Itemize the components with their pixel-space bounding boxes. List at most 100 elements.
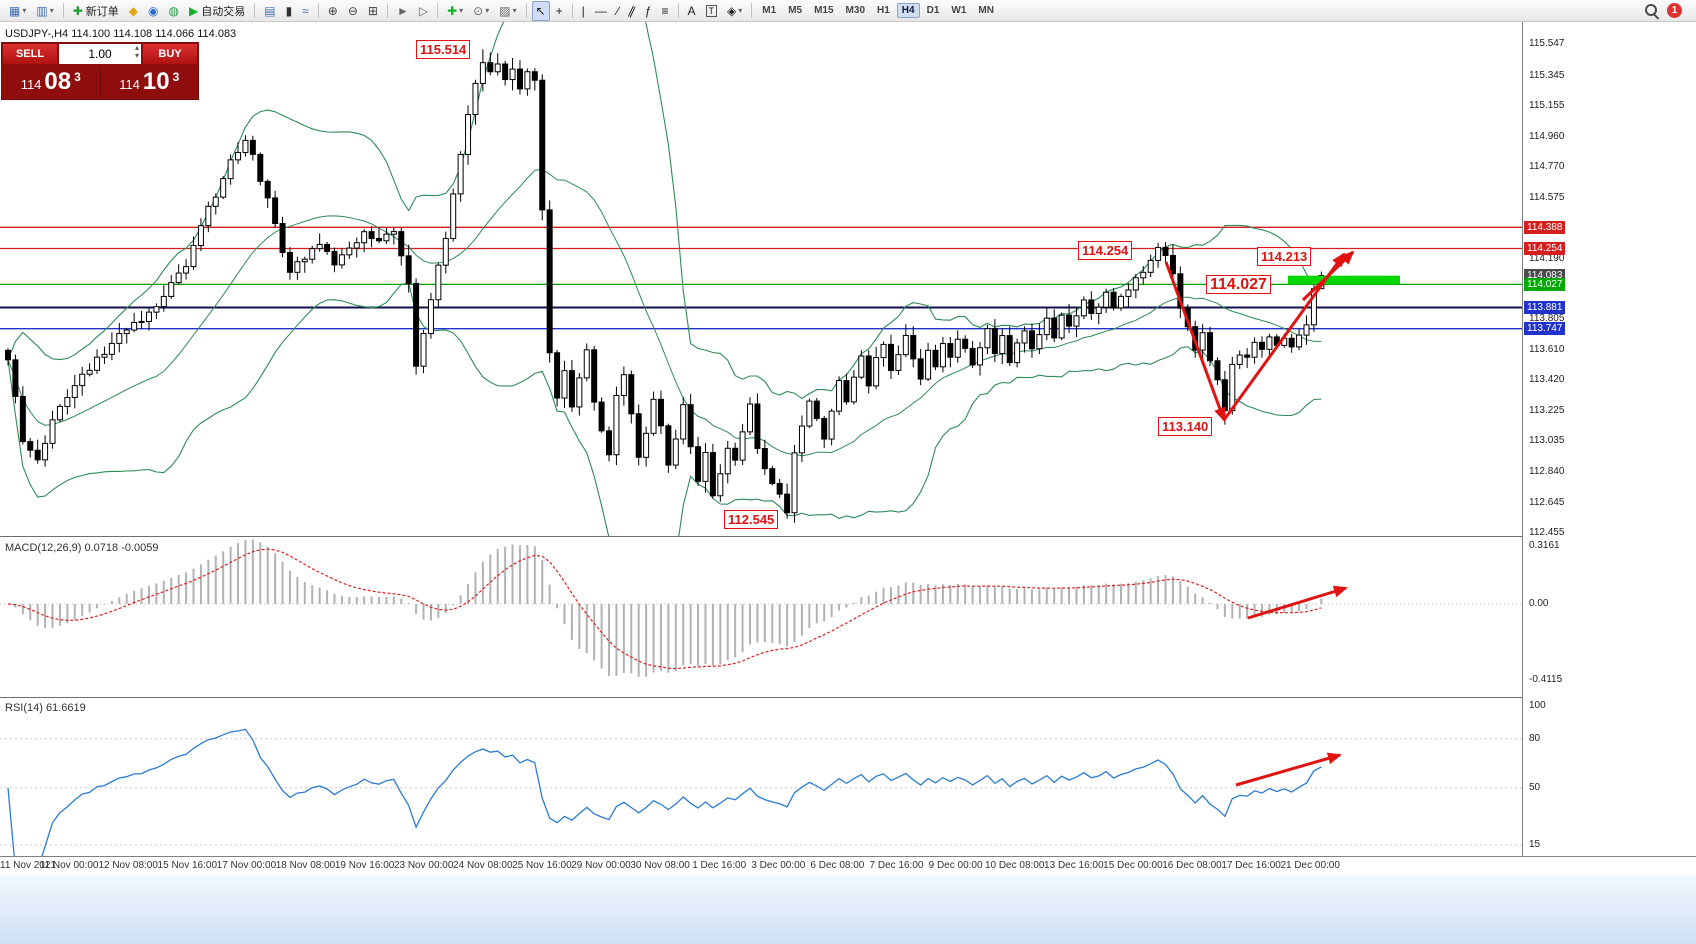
lot-increase-icon[interactable]: ▴: [134, 43, 139, 52]
new-chart-icon: ▦: [9, 3, 21, 18]
bar-chart-icon: ▤: [264, 3, 276, 18]
toolbar-separator: [317, 3, 319, 18]
timeframe-m5[interactable]: M5: [788, 5, 803, 16]
autotrading-button-label: 自动交易: [201, 5, 246, 18]
time-axis-label: 21 Dec 00:00: [1280, 860, 1340, 871]
time-axis-label: 11 Nov 00:00: [39, 860, 99, 871]
autotrading-button[interactable]: ▶ 自动交易: [185, 1, 249, 21]
ask-pip: 3: [172, 70, 180, 84]
zoom-out-button[interactable]: ⊖: [344, 1, 362, 21]
tile-windows-icon: ⊞: [367, 3, 378, 18]
lot-decrease-icon[interactable]: ▾: [134, 51, 139, 60]
rsi-pane[interactable]: [0, 728, 1522, 856]
price-axis-label: 112.455: [1529, 527, 1565, 538]
lot-size-input[interactable]: 1.00 ▴ ▾: [58, 43, 142, 65]
trend-arrow[interactable]: [1247, 585, 1348, 620]
toolbar-separator: [751, 3, 753, 18]
trend-arrow[interactable]: [1164, 261, 1226, 422]
drawn-objects[interactable]: [1164, 250, 1355, 787]
price-annotation[interactable]: 115.514: [416, 40, 471, 59]
horizontal-line-button[interactable]: —: [591, 1, 611, 21]
macd-pane[interactable]: [0, 539, 1522, 677]
lot-stepper[interactable]: ▴ ▾: [135, 44, 139, 60]
timeframe-d1[interactable]: D1: [926, 5, 940, 16]
time-axis-label: 19 Nov 16:00: [334, 860, 395, 871]
zoom-in-icon: ⊕: [327, 3, 338, 18]
support-icon: ◍: [168, 3, 179, 18]
time-axis-label: 7 Dec 16:00: [869, 860, 924, 871]
notification-badge[interactable]: 1: [1667, 3, 1682, 18]
crosshair-button[interactable]: +: [552, 1, 567, 21]
trend-arrow[interactable]: [1301, 250, 1355, 302]
tile-windows-button[interactable]: ⊞: [364, 1, 382, 21]
timeframe-m1[interactable]: M1: [762, 5, 777, 16]
text-button[interactable]: A: [684, 1, 700, 21]
price-axis: 115.547 115.345 115.155 114.960 114.770 114.5…: [1522, 22, 1696, 874]
support-button[interactable]: ◍: [165, 1, 183, 21]
toolbar-separator: [437, 3, 439, 18]
periods-button[interactable]: ⊙ ▾: [469, 1, 493, 21]
price-tag: 113.881: [1524, 300, 1566, 314]
objects-icon: ≡: [661, 3, 669, 18]
buy-button[interactable]: BUY: [142, 43, 198, 65]
timeframe-h1[interactable]: H1: [877, 5, 890, 16]
indicators-button[interactable]: ✚ ▾: [443, 1, 467, 21]
bid-price: 114 08 3: [2, 67, 100, 97]
community-button[interactable]: ◉: [144, 1, 162, 21]
timeframe-mn[interactable]: MN: [978, 5, 994, 16]
zoom-in-button[interactable]: ⊕: [324, 1, 342, 21]
time-axis-label: 18 Nov 08:00: [275, 860, 336, 871]
vertical-line-button[interactable]: |: [578, 1, 589, 21]
new-chart-button[interactable]: ▦ ▾: [5, 1, 30, 21]
timeframe-w1[interactable]: W1: [951, 5, 967, 16]
chart-canvas[interactable]: [0, 22, 1522, 856]
price-axis-label: 115.345: [1529, 69, 1565, 81]
crosshair-icon: +: [555, 3, 563, 18]
price-annotation[interactable]: 114.027: [1206, 275, 1271, 294]
arrows-button[interactable]: ◈ ▾: [723, 1, 746, 21]
timeframe-m30[interactable]: M30: [845, 5, 865, 16]
new-order-icon: ✚: [72, 3, 83, 18]
toolbar-right: 1: [1644, 3, 1692, 18]
templates-button[interactable]: ▨ ▾: [495, 1, 520, 21]
price-annotation[interactable]: 114.213: [1257, 247, 1312, 266]
metaeditor-button[interactable]: ◆: [125, 1, 142, 21]
price-annotation[interactable]: 114.254: [1078, 241, 1133, 260]
auto-scroll-button[interactable]: ►: [393, 1, 413, 21]
channel-button[interactable]: ∥: [625, 1, 639, 21]
trendline-button[interactable]: ∕: [613, 1, 623, 21]
candlestick-chart-button[interactable]: ▮: [282, 1, 297, 21]
text-label-button[interactable]: T: [702, 1, 722, 21]
time-axis-label: 16 Dec 08:00: [1162, 860, 1222, 871]
trade-controls-row: SELL 1.00 ▴ ▾ BUY: [2, 43, 198, 65]
ask-price: 114 10 3: [101, 67, 199, 97]
line-chart-button[interactable]: ≈: [298, 1, 313, 21]
timeframe-m15[interactable]: M15: [814, 5, 834, 16]
price-pane[interactable]: [0, 22, 1522, 598]
timeframe-h4[interactable]: H4: [896, 3, 920, 18]
price-annotation[interactable]: 112.545: [724, 510, 779, 529]
profiles-button[interactable]: ▥ ▾: [32, 1, 57, 21]
chart-shift-button[interactable]: ▷: [415, 1, 432, 21]
price-annotation[interactable]: 113.140: [1158, 417, 1213, 436]
price-axis-label: 113.610: [1529, 344, 1565, 356]
time-axis-label: 9 Dec 00:00: [928, 860, 983, 871]
trend-arrow[interactable]: [1235, 752, 1342, 787]
time-axis-label: 12 Nov 08:00: [98, 860, 158, 871]
search-icon[interactable]: [1644, 3, 1659, 18]
macd-axis-label: -0.4115: [1529, 674, 1563, 686]
time-axis-label: 15 Nov 16:00: [157, 860, 218, 871]
ask-main: 10: [142, 68, 170, 95]
time-axis-label: 23 Nov 00:00: [393, 860, 454, 871]
objects-button[interactable]: ≡: [658, 1, 673, 21]
cursor-button[interactable]: ↖: [531, 0, 550, 21]
line-chart-icon: ≈: [302, 3, 309, 18]
time-axis-label: 3 Dec 00:00: [751, 860, 806, 871]
time-axis-label: 11 Nov 2021: [0, 860, 56, 871]
time-axis-label: 6 Dec 08:00: [810, 860, 865, 871]
fibonacci-button[interactable]: ƒ: [641, 1, 656, 21]
bar-chart-button[interactable]: ▤: [260, 1, 279, 21]
new-order-button[interactable]: ✚ 新订单: [69, 1, 123, 21]
toolbar-separator: [386, 3, 388, 18]
sell-button[interactable]: SELL: [2, 43, 58, 65]
